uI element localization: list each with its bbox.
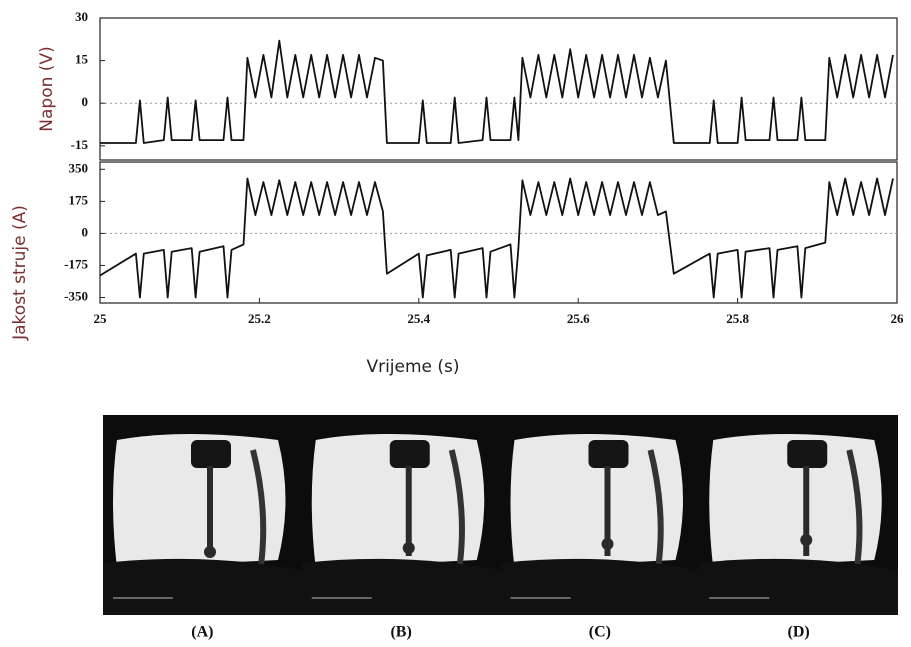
photo-workpiece [103,558,302,615]
photo-nozzle [191,440,231,468]
photo-caption: (C) [589,624,611,641]
photo-droplet [601,538,614,550]
photo-arc-shadow [250,449,267,566]
photo-wire [405,466,412,556]
y-tick-label: 0 [82,94,89,109]
photo-nozzle [389,440,430,468]
photo-bright-area [311,434,485,568]
x-tick-label: 25 [94,311,108,326]
y-tick-label: 175 [69,192,89,207]
x-axis-label: Vrijeme (s) [366,357,459,377]
photo-workpiece [301,558,501,615]
y-axis-label: Jakost struje (A) [10,205,30,341]
photo-wire [604,466,611,556]
photo-bright-area [113,434,286,568]
photo-nozzle [588,440,629,468]
data-line [99,177,894,299]
photo-workpiece [500,558,700,615]
y-tick-label: -350 [64,288,88,303]
x-tick-label: 26 [891,311,905,326]
x-tick-label: 25.4 [407,311,430,326]
photo-arc-shadow [647,449,664,566]
photo-caption: (D) [788,624,810,641]
plot-frame [99,17,898,161]
photo-arc-shadow [846,449,863,566]
photo-workpiece [699,558,898,615]
photo-arc-shadow [448,449,465,566]
plot-frame [99,161,898,304]
photo-droplet [402,542,415,554]
photo-wire [803,466,810,556]
y-tick-label: 30 [75,9,88,24]
y-tick-label: 15 [75,52,89,67]
y-tick-label: 350 [69,160,89,175]
photo-bright-area [510,434,683,568]
x-tick-label: 25.2 [248,311,271,326]
data-line [100,39,894,144]
photo-wire [207,466,213,556]
photo-bright-area [709,434,882,568]
photo-nozzle [787,440,828,468]
y-axis-label: Napon (V) [37,46,57,131]
photo-droplet [204,546,216,558]
y-tick-label: -15 [71,137,89,152]
photos [103,415,898,615]
y-tick-label: 0 [82,224,89,239]
y-tick-label: -175 [64,256,88,271]
photo-droplet [800,534,813,546]
photo-caption: (B) [390,624,411,641]
photo-caption: (A) [191,624,213,641]
x-tick-label: 25.8 [726,311,749,326]
x-tick-label: 25.6 [567,311,590,326]
